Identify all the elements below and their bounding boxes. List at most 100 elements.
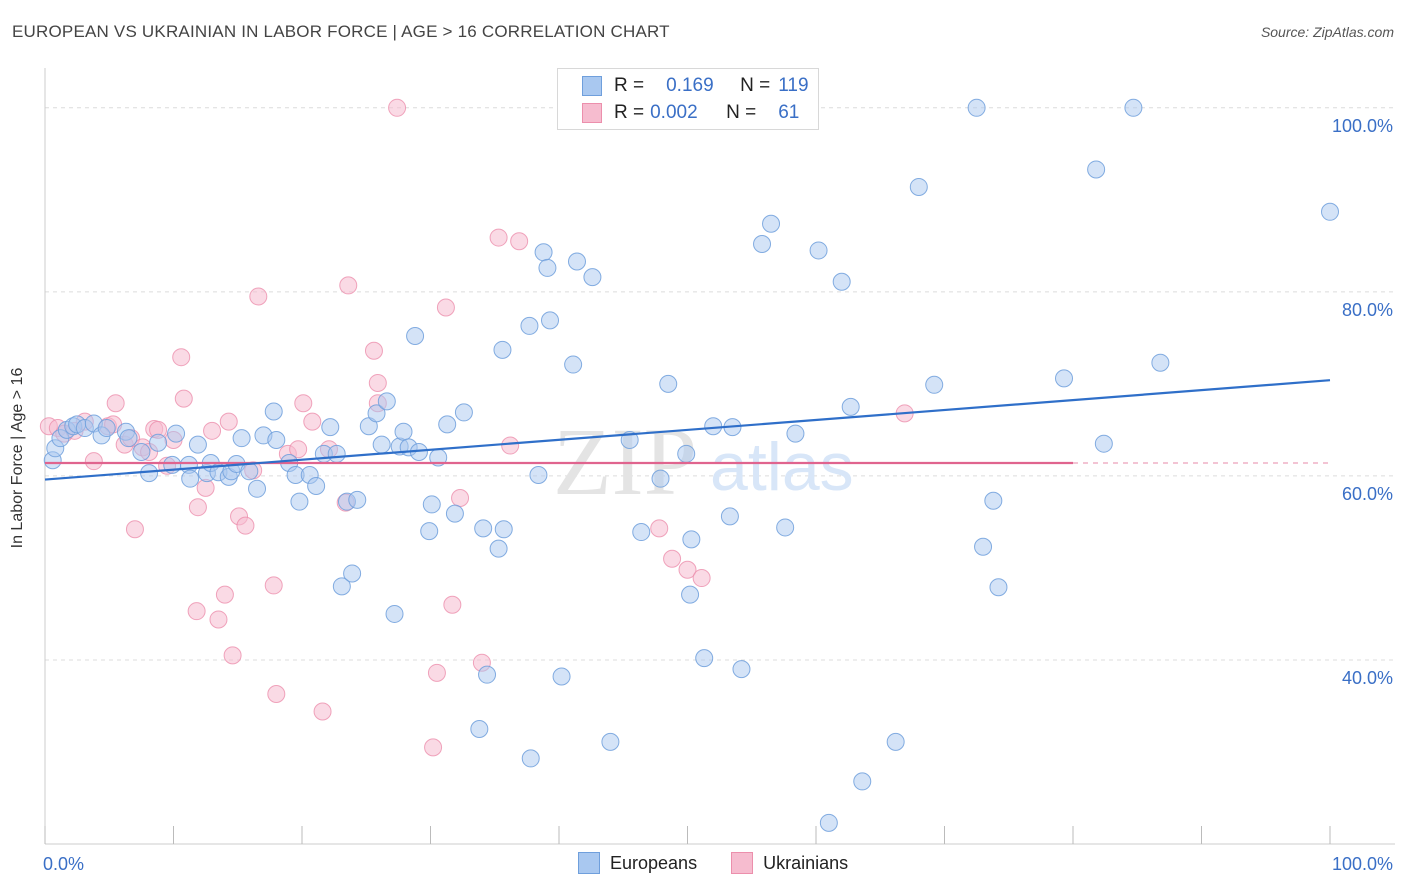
europeans-n-label: N =	[740, 75, 771, 96]
europeans-point	[651, 469, 670, 488]
europeans-point	[762, 214, 781, 233]
legend-row-ukrainians: R = 0.002 N = 61	[582, 101, 799, 125]
europeans-point	[989, 578, 1008, 597]
europeans-point	[232, 429, 251, 448]
ukrainians-point	[267, 685, 286, 704]
ukrainians-point	[84, 452, 103, 471]
source-label: Source: ZipAtlas.com	[1260, 24, 1394, 40]
europeans-point	[567, 252, 586, 271]
europeans-point	[489, 539, 508, 558]
europeans-point	[372, 435, 391, 454]
europeans-n-value: 119	[778, 75, 809, 96]
europeans-point	[520, 316, 539, 335]
europeans-point	[681, 585, 700, 604]
europeans-point	[974, 537, 993, 556]
europeans-point	[1151, 353, 1170, 372]
europeans-point	[140, 464, 159, 483]
ukrainians-n-label: N =	[726, 102, 757, 123]
europeans-point	[264, 402, 283, 421]
europeans-point	[493, 340, 512, 359]
europeans-point	[786, 424, 805, 443]
stats-legend: R = 0.169 N = 119 R = 0.002 N = 61	[557, 68, 819, 130]
europeans-point	[348, 490, 367, 509]
x-tick-label: 100.0%	[1332, 854, 1393, 874]
europeans-point	[1124, 98, 1143, 117]
ukrainians-point	[388, 98, 407, 117]
europeans-point	[552, 667, 571, 686]
ukrainians-point	[313, 702, 332, 721]
europeans-point	[886, 732, 905, 751]
europeans-point	[541, 311, 560, 330]
europeans-point	[181, 469, 200, 488]
ukrainians-point	[692, 569, 711, 588]
europeans-point	[832, 272, 851, 291]
europeans-point	[132, 442, 151, 461]
y-tick-label: 60.0%	[1342, 484, 1393, 504]
europeans-point	[925, 375, 944, 394]
ukrainians-r-label: R =	[614, 102, 645, 123]
ukrainians-point	[174, 389, 193, 408]
ukrainians-point	[339, 276, 358, 295]
europeans-r-label: R =	[614, 75, 645, 96]
europeans-point	[967, 98, 986, 117]
ukrainians-n-value: 61	[778, 102, 800, 123]
europeans-point	[367, 404, 386, 423]
ukrainians-point	[650, 519, 669, 538]
europeans-point	[267, 431, 286, 450]
ukrainians-point	[203, 421, 222, 440]
europeans-point	[1321, 202, 1339, 221]
europeans-point	[248, 479, 267, 498]
europeans-point	[529, 465, 548, 484]
europeans-point	[321, 418, 340, 437]
europeans-point	[1094, 434, 1113, 453]
europeans-point	[422, 495, 441, 514]
europeans-point	[659, 374, 678, 393]
europeans-point	[753, 235, 772, 254]
europeans-point	[704, 417, 723, 436]
europeans-point	[332, 577, 351, 596]
europeans-point	[853, 772, 872, 791]
ukrainians-point	[501, 436, 520, 455]
europeans-point	[521, 749, 540, 768]
ukrainians-point	[187, 602, 206, 621]
europeans-swatch	[582, 76, 602, 96]
ukrainians-point	[289, 440, 308, 459]
europeans-point	[583, 268, 602, 287]
ukrainians-point	[663, 549, 682, 568]
europeans-point	[601, 732, 620, 751]
europeans-point	[809, 241, 828, 260]
europeans-point	[478, 665, 497, 684]
europeans-point	[343, 564, 362, 583]
ukrainians-point	[436, 298, 455, 317]
europeans-legend-label: Europeans	[610, 852, 698, 873]
europeans-point	[720, 507, 739, 526]
ukrainians-point	[125, 520, 144, 539]
europeans-point	[909, 177, 928, 196]
ukrainians-point	[427, 663, 446, 682]
europeans-point	[406, 327, 425, 346]
y-tick-label: 80.0%	[1342, 300, 1393, 320]
ukrainians-point	[188, 498, 207, 517]
europeans-point	[167, 424, 186, 443]
europeans-point	[494, 520, 513, 539]
europeans-point	[454, 403, 473, 422]
europeans-point	[377, 392, 396, 411]
ukrainians-point	[678, 560, 697, 579]
x-tick-label: 0.0%	[43, 854, 84, 874]
europeans-point	[240, 462, 259, 481]
tick-labels: 40.0% 60.0% 80.0% 100.0% 0.0% 100.0%	[43, 116, 1393, 874]
legend-row-europeans: R = 0.169 N = 119	[582, 74, 809, 98]
y-tick-label: 40.0%	[1342, 668, 1393, 688]
europeans-point	[149, 433, 168, 452]
y-axis-label: In Labor Force | Age > 16	[9, 367, 26, 549]
europeans-point	[474, 519, 493, 538]
europeans-point	[682, 530, 701, 549]
europeans-point	[290, 492, 309, 511]
europeans-point	[732, 660, 751, 679]
ukrainians-point	[209, 610, 228, 629]
watermark: ZIP	[553, 408, 697, 515]
europeans-point	[307, 477, 326, 496]
europeans-point	[97, 419, 116, 438]
ukrainians-point	[172, 348, 191, 367]
